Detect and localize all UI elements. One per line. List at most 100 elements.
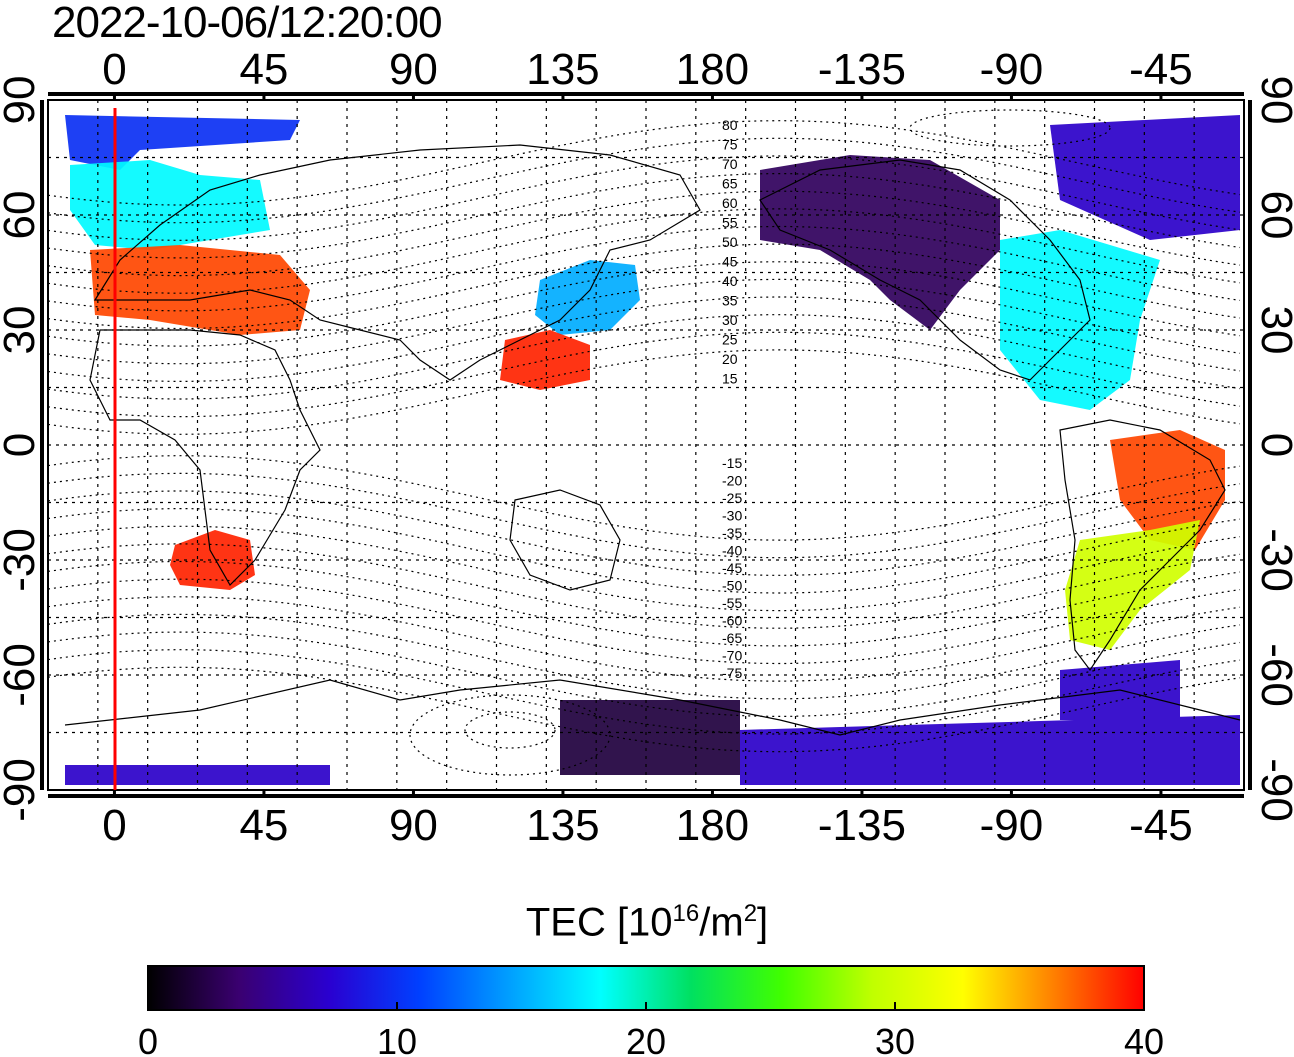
colorbar-ticks: 0 10 20 30 40 [138, 1002, 1164, 1057]
lon-tick-label: 0 [102, 801, 126, 850]
tec-region-brazil [1110, 430, 1225, 550]
lon-tick-label: -90 [980, 801, 1044, 850]
lat-tick-label: 0 [1252, 433, 1294, 457]
lat-tick-label: 60 [0, 191, 44, 240]
lat-lon-grid [48, 100, 1244, 790]
lon-tick-label: 180 [676, 801, 749, 850]
lon-tick-label: 90 [389, 801, 438, 850]
contour-label: 70 [722, 156, 738, 172]
mag-contour [48, 631, 1241, 717]
lon-tick-label: 0 [102, 45, 126, 94]
top-axis-bar [48, 92, 1244, 96]
bottom-lon-axis: 0 45 90 135 180 -135 -90 -45 [48, 790, 1244, 850]
lon-tick-label: 135 [526, 45, 599, 94]
mag-contour [48, 666, 1241, 753]
contour-label: 30 [722, 312, 738, 328]
contour-label: 25 [722, 332, 738, 348]
contour-label: -15 [722, 455, 742, 471]
contour-label: 40 [722, 273, 738, 289]
lat-tick-label: 60 [1252, 191, 1294, 240]
contour-label: -20 [722, 473, 742, 489]
lon-tick-label: -90 [980, 45, 1044, 94]
mag-contour [48, 208, 1241, 294]
mag-contour [48, 349, 1241, 435]
lon-tick-label: 45 [239, 801, 288, 850]
left-lat-axis: 90 60 30 0 -30 -60 -90 [0, 76, 44, 822]
contour-label: -35 [722, 525, 742, 541]
mag-contour [48, 455, 1241, 541]
lon-tick-label: -45 [1129, 45, 1193, 94]
lat-tick-label: -30 [1252, 528, 1294, 592]
mag-contour [48, 314, 1241, 400]
contour-label: 50 [722, 234, 738, 250]
contour-label: 55 [722, 215, 738, 231]
colorbar-tick-label: 30 [875, 1021, 915, 1057]
mag-contour [48, 243, 1241, 330]
contour-label: -75 [722, 665, 742, 681]
colorbar-tick-label: 0 [138, 1021, 158, 1057]
contour-label: 65 [722, 176, 738, 192]
mag-contour [48, 331, 1241, 418]
mag-contour [48, 261, 1241, 347]
mag-contour [48, 613, 1241, 700]
mag-contour [48, 137, 1241, 224]
mag-contour [48, 649, 1241, 735]
lon-tick-label: 135 [526, 801, 599, 850]
tec-region-china-south [500, 330, 590, 390]
mag-contour [48, 596, 1241, 682]
mag-contour [48, 173, 1241, 259]
contour-label: -70 [722, 648, 742, 664]
contour-label: -40 [722, 543, 742, 559]
tec-region-europe [90, 245, 310, 335]
lat-tick-label: -30 [0, 528, 44, 592]
contour-label: 20 [722, 351, 738, 367]
lat-tick-label: 30 [0, 306, 44, 355]
right-lat-axis: 90 60 30 0 -30 -60 -90 [1248, 76, 1294, 822]
contour-label: -25 [722, 490, 742, 506]
contour-label: -45 [722, 560, 742, 576]
contour-label: 15 [722, 371, 738, 387]
lat-tick-label: 30 [1252, 306, 1294, 355]
contour-label: 60 [722, 195, 738, 211]
lat-tick-label: 90 [0, 76, 44, 125]
lon-tick-label: -45 [1129, 801, 1193, 850]
contour-label: 80 [722, 117, 738, 133]
mag-contour [48, 560, 1241, 647]
lat-tick-label: -90 [0, 758, 44, 822]
mag-pole-contour [909, 109, 1111, 147]
tec-region-north-america-west [760, 155, 1000, 330]
top-lon-axis: 0 45 90 135 180 -135 -90 -45 [48, 45, 1244, 100]
contour-label: 35 [722, 293, 738, 309]
tec-region-japan [535, 260, 640, 335]
lat-tick-label: 0 [0, 433, 44, 457]
mag-pole-contour [464, 711, 556, 749]
lat-tick-label: -60 [0, 643, 44, 707]
mag-contour [48, 472, 1241, 559]
mag-contour [48, 190, 1241, 277]
contour-label: -30 [722, 508, 742, 524]
plot-title: 2022-10-06/12:20:00 [52, 0, 443, 47]
tec-region-antarctica-band [65, 660, 1240, 785]
mag-contour [48, 155, 1241, 241]
left-axis-bar [40, 100, 44, 790]
tec-region-north-america-east [1000, 230, 1160, 410]
mag-contour [48, 578, 1241, 665]
lon-tick-label: 45 [239, 45, 288, 94]
lat-tick-label: -90 [1252, 758, 1294, 822]
lon-tick-label: 180 [676, 45, 749, 94]
contour-label: 45 [722, 254, 738, 270]
tec-region-north-america-arctic [1050, 115, 1240, 240]
contour-label: 75 [722, 137, 738, 153]
mag-pole-contour [409, 694, 611, 776]
colorbar-title: TEC [1016/m2] [525, 900, 769, 945]
lon-tick-label: 90 [389, 45, 438, 94]
colorbar-tick-label: 10 [377, 1021, 417, 1057]
mag-contour [48, 543, 1241, 629]
mag-contour [48, 508, 1241, 594]
bottom-axis-bar [48, 794, 1244, 798]
contour-label: -50 [722, 578, 742, 594]
tec-region-scandinavia [70, 160, 270, 250]
contour-labels: 80 75 70 65 60 55 50 45 40 35 30 25 20 15 -15 -20-25 -30… [722, 117, 742, 681]
colorbar-tick-label: 20 [626, 1021, 666, 1057]
